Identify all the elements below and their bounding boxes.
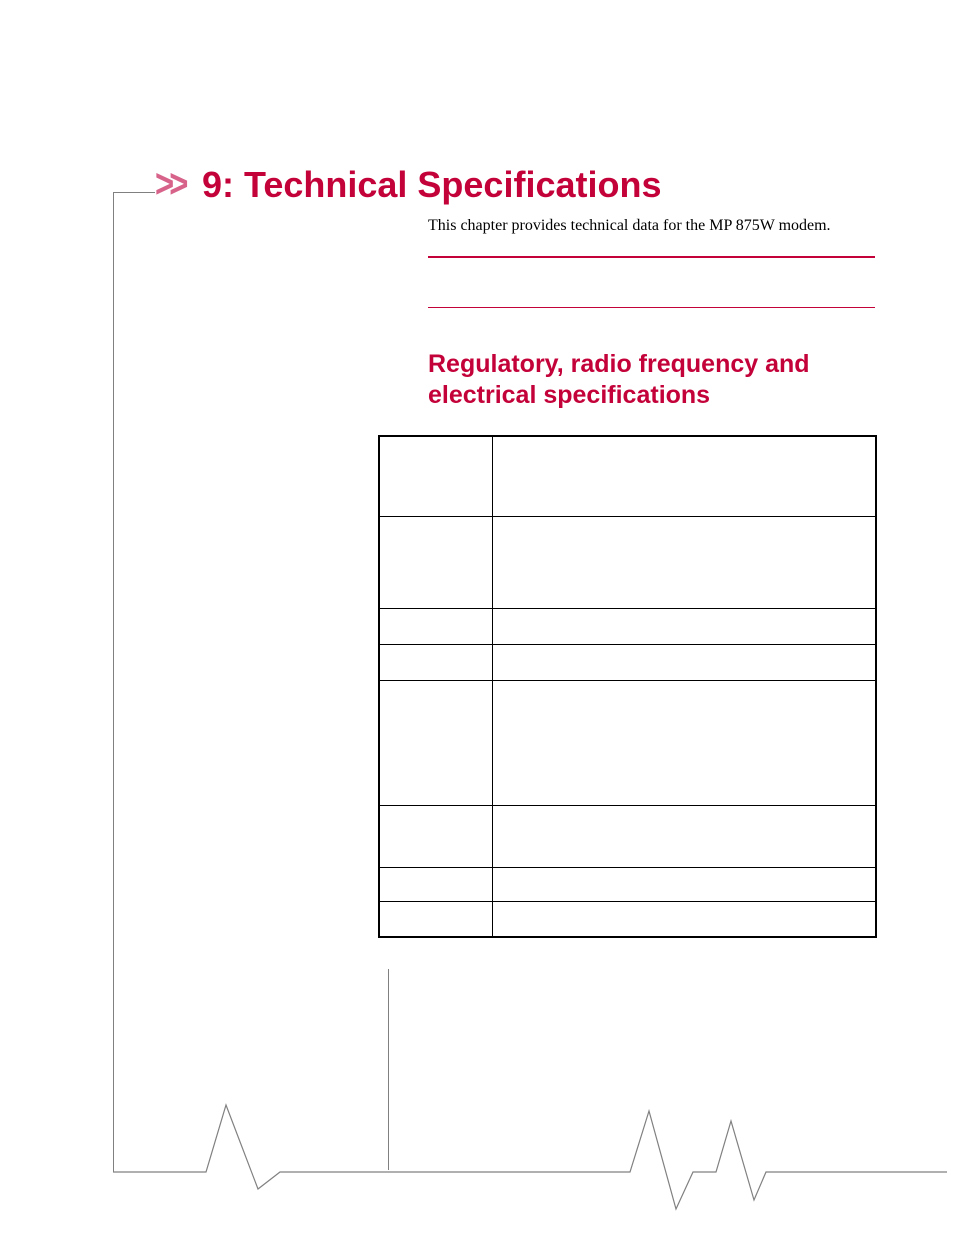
page: >> 9: Technical Specifications This chap… bbox=[0, 0, 954, 1235]
ekg-path bbox=[113, 1105, 947, 1209]
ekg-decoration-icon bbox=[0, 0, 954, 1235]
